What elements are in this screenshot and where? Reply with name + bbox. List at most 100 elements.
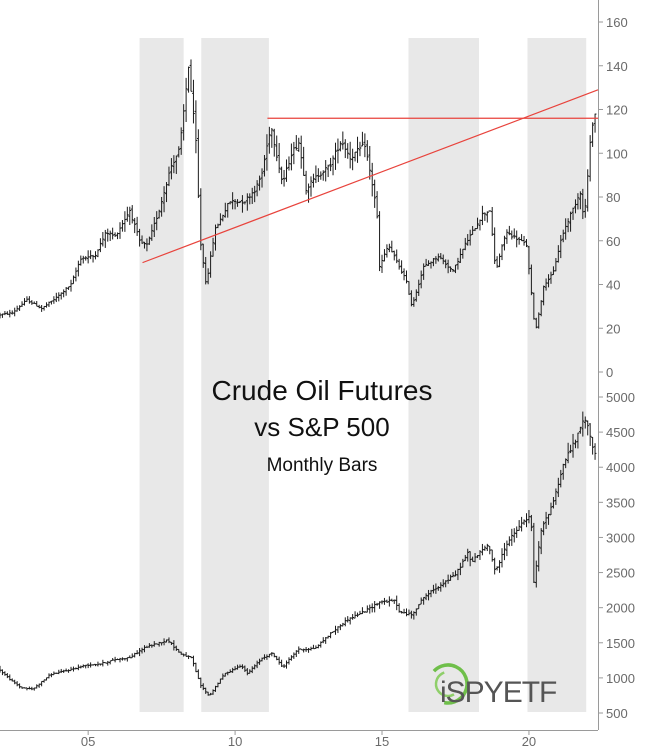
sp500-bar-67 <box>162 638 166 646</box>
sp500-tick-label-2000: 2000 <box>606 601 635 616</box>
oil-bar-158 <box>385 244 389 258</box>
sp500-bar-14 <box>32 687 36 691</box>
oil-bar-43 <box>103 229 107 248</box>
oil-bar-29 <box>69 279 73 292</box>
sp500-bar-163 <box>397 603 401 613</box>
sp500-bar-141 <box>343 617 347 627</box>
oil-bar-69 <box>167 166 171 187</box>
sp500-bar-21 <box>50 673 53 678</box>
sp500-bar-42 <box>101 659 105 667</box>
watermark-text: iSPYETF <box>440 676 557 709</box>
sp500-bar-139 <box>338 624 342 631</box>
sp500-bar-148 <box>361 607 364 615</box>
oil-bar-13 <box>30 300 34 305</box>
sp500-bar-198 <box>483 545 487 551</box>
oil-bar-203 <box>495 256 499 268</box>
oil-bar-47 <box>113 232 117 237</box>
oil-bar-112 <box>272 128 276 157</box>
sp500-bar-213 <box>520 516 523 532</box>
sp500-bar-22 <box>52 671 56 676</box>
oil-bar-3 <box>5 311 9 315</box>
oil-bar-205 <box>500 244 504 261</box>
oil-bar-147 <box>358 141 362 157</box>
sp500-bar-243 <box>593 443 597 460</box>
sp500-bar-205 <box>500 548 504 568</box>
sp500-bar-123 <box>299 648 303 651</box>
oil-bar-128 <box>312 173 315 188</box>
oil-bar-50 <box>121 220 124 232</box>
oil-bar-145 <box>353 151 357 162</box>
oil-bar-78 <box>189 59 193 92</box>
oil-bar-164 <box>400 260 404 274</box>
oil-bar-18 <box>42 305 46 311</box>
sp500-bar-217 <box>529 514 533 532</box>
sp500-bar-210 <box>512 528 516 543</box>
sp500-bar-114 <box>277 656 281 665</box>
sp500-bar-30 <box>72 666 75 672</box>
oil-bar-98 <box>238 200 242 204</box>
sp500-bar-111 <box>270 652 274 657</box>
oil-bar-53 <box>128 206 132 226</box>
shaded-period-0 <box>139 38 184 712</box>
sp500-bar-2 <box>3 671 7 676</box>
sp500-bar-48 <box>116 658 119 661</box>
oil-bar-211 <box>515 230 519 248</box>
oil-bar-74 <box>179 127 183 155</box>
oil-bar-224 <box>547 274 550 288</box>
oil-bar-134 <box>326 164 330 178</box>
sp500-bar-132 <box>321 637 325 644</box>
oil-bar-143 <box>348 141 352 169</box>
oil-bar-155 <box>378 211 381 272</box>
oil-bar-99 <box>241 195 244 213</box>
sp500-bar-4 <box>8 674 12 681</box>
sp500-bar-138 <box>336 626 340 634</box>
sp500-bar-28 <box>67 669 70 673</box>
oil-bar-241 <box>588 135 592 182</box>
sp500-bar-120 <box>292 652 296 659</box>
oil-bar-138 <box>336 138 340 164</box>
oil-bar-195 <box>476 217 479 230</box>
sp500-bar-128 <box>312 644 315 650</box>
oil-bar-46 <box>111 227 115 240</box>
sp500-bar-174 <box>424 593 428 601</box>
oil-bar-206 <box>503 235 506 251</box>
oil-bar-31 <box>74 267 78 282</box>
oil-bar-17 <box>40 305 44 312</box>
sp500-bar-25 <box>59 668 63 674</box>
sp500-bar-124 <box>302 648 306 653</box>
oil-bar-80 <box>194 100 198 154</box>
oil-bar-11 <box>25 296 29 302</box>
sp500-bar-135 <box>329 632 332 639</box>
chart-title: Crude Oil Futures <box>212 375 433 406</box>
sp500-bar-239 <box>583 416 587 429</box>
sp500-tick-label-1500: 1500 <box>606 636 635 651</box>
oil-bar-140 <box>341 131 345 150</box>
x-tick-label-0: 05 <box>81 734 95 749</box>
sp500-bar-9 <box>20 686 24 689</box>
oil-bar-35 <box>84 256 88 261</box>
sp500-bar-144 <box>351 614 355 620</box>
oil-bar-209 <box>510 230 514 240</box>
oil-bar-121 <box>294 135 298 151</box>
oil-bar-217 <box>529 264 533 296</box>
oil-bar-135 <box>329 157 332 172</box>
oil-bar-8 <box>18 305 21 311</box>
oil-bar-199 <box>485 211 489 223</box>
oil-bar-28 <box>67 286 70 290</box>
oil-bar-54 <box>130 205 134 224</box>
sp500-bar-145 <box>353 611 357 619</box>
sp500-bar-147 <box>358 610 362 616</box>
sp500-bar-150 <box>365 605 369 613</box>
oil-bar-180 <box>439 253 443 260</box>
sp500-bar-79 <box>192 655 195 667</box>
oil-bar-154 <box>375 191 379 219</box>
oil-bar-67 <box>162 186 166 213</box>
oil-bar-117 <box>285 159 288 182</box>
sp500-bar-20 <box>47 673 51 679</box>
oil-bar-236 <box>576 193 580 210</box>
sp500-bar-131 <box>319 641 323 648</box>
sp500-bar-165 <box>402 608 406 614</box>
sp500-bar-173 <box>422 596 426 605</box>
sp500-bar-39 <box>94 663 97 667</box>
sp500-bar-181 <box>441 579 445 588</box>
